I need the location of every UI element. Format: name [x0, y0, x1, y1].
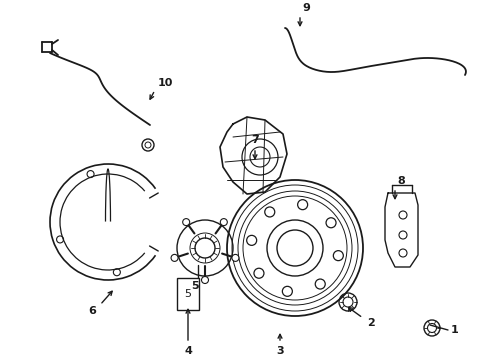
- Circle shape: [183, 219, 189, 226]
- Text: 3: 3: [276, 346, 283, 356]
- Circle shape: [220, 219, 227, 226]
- Text: 5: 5: [192, 281, 203, 291]
- Text: 6: 6: [88, 306, 96, 316]
- Circle shape: [231, 255, 239, 261]
- Text: 10: 10: [157, 78, 172, 88]
- Circle shape: [201, 276, 208, 284]
- Circle shape: [171, 255, 178, 261]
- Text: 8: 8: [396, 176, 404, 186]
- Text: 2: 2: [366, 318, 374, 328]
- Text: 1: 1: [450, 325, 458, 335]
- Text: 5: 5: [184, 289, 191, 299]
- Text: 9: 9: [302, 3, 309, 13]
- Text: 4: 4: [183, 346, 192, 356]
- Text: 7: 7: [251, 135, 258, 145]
- Bar: [177, 278, 199, 310]
